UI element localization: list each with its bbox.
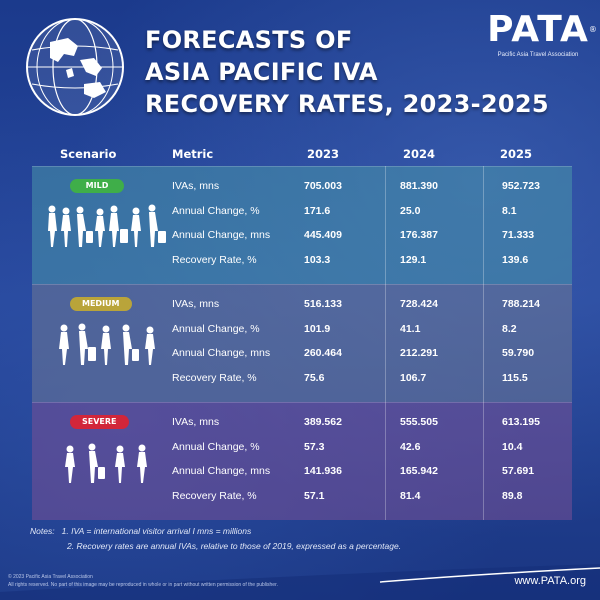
logo-registered: ®	[588, 25, 598, 34]
value-2025-cell: 788.214	[502, 298, 540, 310]
table-row: Recovery Rate, % 103.3 129.1 139.6	[32, 249, 572, 271]
value-2023-cell: 103.3	[304, 254, 331, 266]
header-scenario: Scenario	[60, 147, 117, 161]
globe-icon	[26, 18, 124, 116]
value-2023-cell: 260.464	[304, 347, 342, 359]
value-2024-cell: 212.291	[400, 347, 438, 359]
title-line-1: FORECASTS OF	[145, 26, 353, 54]
table-row: Annual Change, mns 445.409 176.387 71.333	[32, 224, 572, 246]
metric-cell: Annual Change, mns	[172, 229, 271, 241]
pata-logo: PATA ® Pacific Asia Travel Association	[486, 9, 597, 59]
logo-subtitle: Pacific Asia Travel Association	[497, 52, 579, 58]
table-row: Annual Change, % 101.9 41.1 8.2	[32, 318, 572, 340]
value-2024-cell: 728.424	[400, 298, 438, 310]
title-line-3: RECOVERY RATES, 2023-2025	[145, 90, 549, 118]
value-2023-cell: 141.936	[304, 465, 342, 477]
value-2024-cell: 25.0	[400, 205, 421, 217]
metric-cell: Annual Change, %	[172, 205, 260, 217]
value-2025-cell: 59.790	[502, 347, 535, 359]
metric-cell: Recovery Rate, %	[172, 490, 257, 502]
value-2024-cell: 41.1	[400, 323, 421, 335]
metric-cell: IVAs, mns	[172, 180, 220, 192]
value-2025-cell: 71.333	[502, 229, 535, 241]
metric-cell: Recovery Rate, %	[172, 254, 257, 266]
travelers-silhouette-icon	[59, 323, 155, 365]
table-row: IVAs, mns 389.562 555.505 613.195	[32, 411, 572, 433]
value-2025-cell: 89.8	[502, 490, 523, 502]
note-2: 2. Recovery rates are annual IVAs, relat…	[67, 541, 402, 551]
value-2023-cell: 57.3	[304, 441, 325, 453]
value-2024-cell: 881.390	[400, 180, 438, 192]
table-row: Annual Change, mns 260.464 212.291 59.790	[32, 342, 572, 364]
value-2025-cell: 8.2	[502, 323, 517, 335]
travelers-silhouette-icon	[65, 443, 147, 483]
page-title: FORECASTS OF ASIA PACIFIC IVA RECOVERY R…	[145, 24, 565, 120]
value-2023-cell: 101.9	[304, 323, 331, 335]
value-2024-cell: 555.505	[400, 416, 438, 428]
header-2025: 2025	[500, 147, 533, 161]
footer-curve	[0, 564, 600, 600]
metric-cell: Annual Change, mns	[172, 347, 271, 359]
metric-cell: Recovery Rate, %	[172, 372, 257, 384]
value-2023-cell: 445.409	[304, 229, 342, 241]
table-row: IVAs, mns 516.133 728.424 788.214	[32, 293, 572, 315]
metric-cell: IVAs, mns	[172, 298, 220, 310]
header-2023: 2023	[307, 147, 340, 161]
metric-cell: Annual Change, %	[172, 441, 260, 453]
value-2023-cell: 389.562	[304, 416, 342, 428]
column-divider	[483, 166, 484, 520]
column-divider	[385, 166, 386, 520]
metric-cell: IVAs, mns	[172, 416, 220, 428]
scenario-band-severe: SEVERE	[32, 402, 572, 520]
value-2025-cell: 613.195	[502, 416, 540, 428]
copyright-line-2: All rights reserved. No part of this ima…	[8, 582, 278, 588]
scenario-badge: MEDIUM	[70, 297, 132, 311]
header-2024: 2024	[403, 147, 436, 161]
travelers-silhouette-icon	[48, 204, 166, 247]
scenario-band-medium: MEDIUM	[32, 284, 572, 402]
value-2024-cell: 81.4	[400, 490, 421, 502]
value-2025-cell: 10.4	[502, 441, 523, 453]
table-row: Annual Change, % 171.6 25.0 8.1	[32, 200, 572, 222]
metric-cell: Annual Change, %	[172, 323, 260, 335]
value-2025-cell: 139.6	[502, 254, 529, 266]
value-2025-cell: 115.5	[502, 372, 528, 384]
scenario-badge: SEVERE	[70, 415, 129, 429]
logo-word: PATA	[487, 9, 589, 50]
copyright: © 2023 Pacific Asia Travel Association A…	[8, 573, 278, 589]
title-line-2: ASIA PACIFIC IVA	[145, 58, 378, 86]
value-2023-cell: 171.6	[304, 205, 331, 217]
copyright-line-1: © 2023 Pacific Asia Travel Association	[8, 574, 93, 580]
value-2023-cell: 516.133	[304, 298, 342, 310]
value-2024-cell: 42.6	[400, 441, 421, 453]
table-row: Recovery Rate, % 57.1 81.4 89.8	[32, 485, 572, 507]
table-row: Annual Change, % 57.3 42.6 10.4	[32, 436, 572, 458]
value-2025-cell: 952.723	[502, 180, 540, 192]
table-row: IVAs, mns 705.003 881.390 952.723	[32, 175, 572, 197]
value-2025-cell: 57.691	[502, 465, 535, 477]
notes: Notes: 1. IVA = international visitor ar…	[30, 524, 401, 554]
value-2024-cell: 165.942	[400, 465, 438, 477]
header-metric: Metric	[172, 147, 214, 161]
scenario-badge: MILD	[70, 179, 124, 193]
value-2024-cell: 176.387	[400, 229, 438, 241]
note-1: 1. IVA = international visitor arrival I…	[61, 526, 252, 536]
website-link[interactable]: www.PATA.org	[514, 575, 586, 587]
table-row: Recovery Rate, % 75.6 106.7 115.5	[32, 367, 572, 389]
notes-label: Notes:	[30, 526, 55, 536]
scenario-band-mild: MILD	[32, 166, 572, 284]
value-2023-cell: 75.6	[304, 372, 325, 384]
metric-cell: Annual Change, mns	[172, 465, 271, 477]
value-2024-cell: 106.7	[400, 372, 427, 384]
value-2023-cell: 705.003	[304, 180, 342, 192]
value-2025-cell: 8.1	[502, 205, 517, 217]
value-2024-cell: 129.1	[400, 254, 427, 266]
table-header: Scenario Metric 2023 2024 2025	[0, 147, 600, 163]
value-2023-cell: 57.1	[304, 490, 325, 502]
table-row: Annual Change, mns 141.936 165.942 57.691	[32, 460, 572, 482]
